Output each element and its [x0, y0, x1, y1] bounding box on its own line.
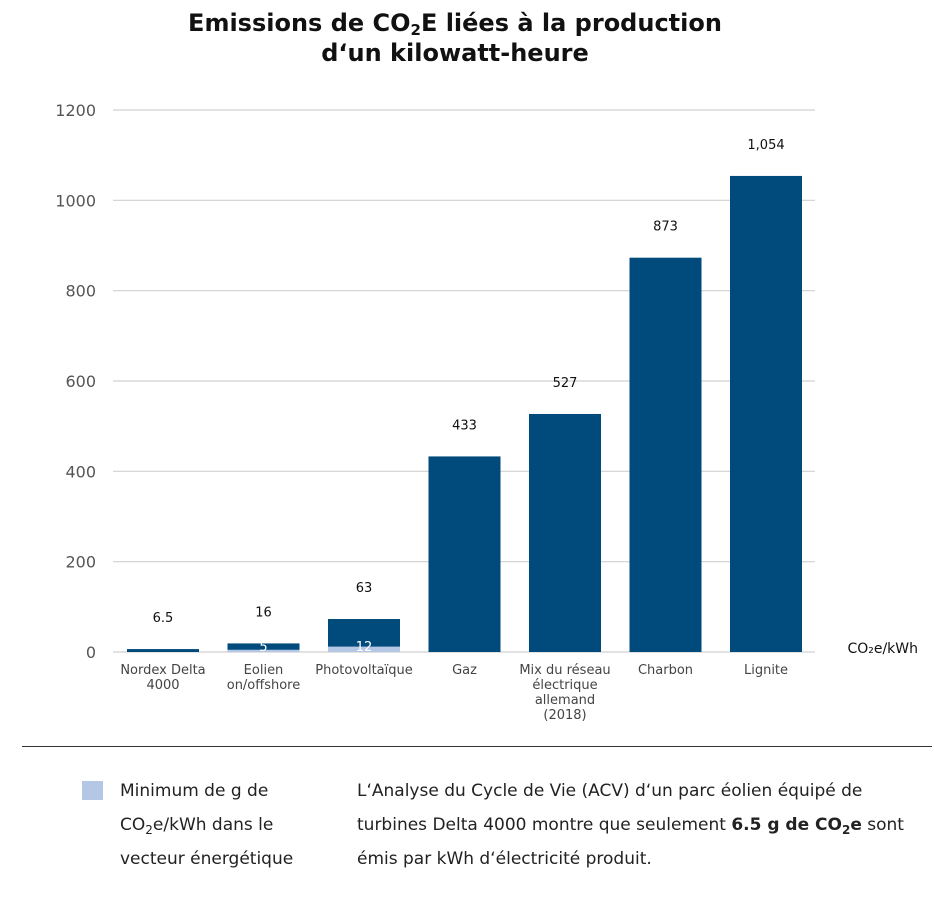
bar: [127, 649, 199, 652]
legend-line3: vecteur énergétique: [120, 849, 294, 869]
x-tick-line: 4000: [146, 678, 179, 693]
x-tick-line: Nordex Delta: [120, 663, 205, 678]
x-tick-line: Photovoltaïque: [315, 663, 413, 678]
x-tick-label: Photovoltaïque: [315, 663, 413, 678]
legend-line2-pre: CO: [120, 815, 146, 835]
divider: [22, 746, 932, 747]
x-tick-line: on/offshore: [227, 678, 301, 693]
y-tick-label: 200: [65, 553, 96, 572]
legend-line2-post: e/kWh dans le: [152, 815, 274, 835]
bar: [529, 413, 601, 652]
note-bold-subscript: 2: [841, 823, 851, 837]
data-label: 1,054: [747, 138, 784, 153]
x-tick-label: Eolien on/offshore: [227, 663, 301, 693]
title-subscript: 2: [410, 21, 421, 39]
x-tick-label: Gaz: [452, 663, 477, 678]
bar: [629, 257, 702, 652]
legend-text: Minimum de g de CO2e/kWh dans le vecteur…: [120, 774, 330, 876]
chart-title: Emissions de CO2E liées à la production …: [0, 8, 910, 68]
bar: [328, 619, 400, 652]
data-label: 63: [356, 581, 373, 596]
y-tick-label: 400: [65, 462, 96, 481]
data-label: 433: [452, 418, 477, 433]
bar: [428, 456, 501, 652]
y-tick-label: 600: [65, 372, 96, 391]
bar: [730, 175, 802, 652]
data-label: 16: [255, 605, 272, 620]
minimum-label: 5: [259, 640, 267, 655]
title-line2: d‘un kilowatt-heure: [321, 39, 589, 67]
title-line1-post: E liées à la production: [420, 9, 722, 37]
y-tick-label: 1200: [55, 101, 96, 120]
minimum-label: 12: [356, 640, 373, 655]
x-tick-line: allemand: [535, 693, 595, 708]
unit-label: CO₂e/kWh: [847, 641, 918, 657]
legend-line1: Minimum de g de: [120, 781, 269, 801]
x-tick-label: Lignite: [744, 663, 788, 678]
note-bold1: 6.5 g de CO: [731, 815, 842, 835]
legend-subscript: 2: [145, 823, 153, 837]
data-label: 6.5: [153, 611, 174, 626]
x-tick-line: Eolien: [244, 663, 284, 678]
x-tick-label: Mix du réseau électrique allemand (2018): [519, 663, 610, 723]
bar-chart: 0 200 400 600 800 1000 1200 6.5 Nordex Delta 4000…: [55, 101, 918, 723]
note-part2: sont émis par kWh d‘électricité produit.: [357, 815, 904, 869]
y-tick-label: 1000: [55, 191, 96, 210]
x-tick-label: Charbon: [638, 663, 693, 678]
x-tick-line: Mix du réseau: [519, 663, 610, 678]
note-text: L‘Analyse du Cycle de Vie (ACV) d‘un par…: [357, 774, 917, 876]
data-label: 527: [553, 376, 578, 391]
y-tick-label: 0: [86, 643, 96, 662]
x-tick-line: (2018): [543, 708, 586, 723]
x-tick-line: électrique: [532, 678, 597, 693]
minimum-bar: [328, 646, 400, 652]
bar: [227, 643, 300, 652]
x-tick-line: Gaz: [452, 663, 477, 678]
y-tick-label: 800: [65, 282, 96, 301]
legend-swatch: [82, 781, 103, 800]
x-tick-line: Charbon: [638, 663, 693, 678]
note-bold2: e: [850, 815, 862, 835]
data-label: 873: [653, 220, 678, 235]
minimum-bar: [227, 649, 300, 652]
note-bold: 6.5 g de CO2e: [731, 815, 862, 837]
x-tick-label: Nordex Delta 4000: [120, 663, 205, 693]
title-line1-pre: Emissions de CO: [188, 9, 411, 37]
x-tick-line: Lignite: [744, 663, 788, 678]
note-part1: L‘Analyse du Cycle de Vie (ACV) d‘un par…: [357, 781, 863, 835]
